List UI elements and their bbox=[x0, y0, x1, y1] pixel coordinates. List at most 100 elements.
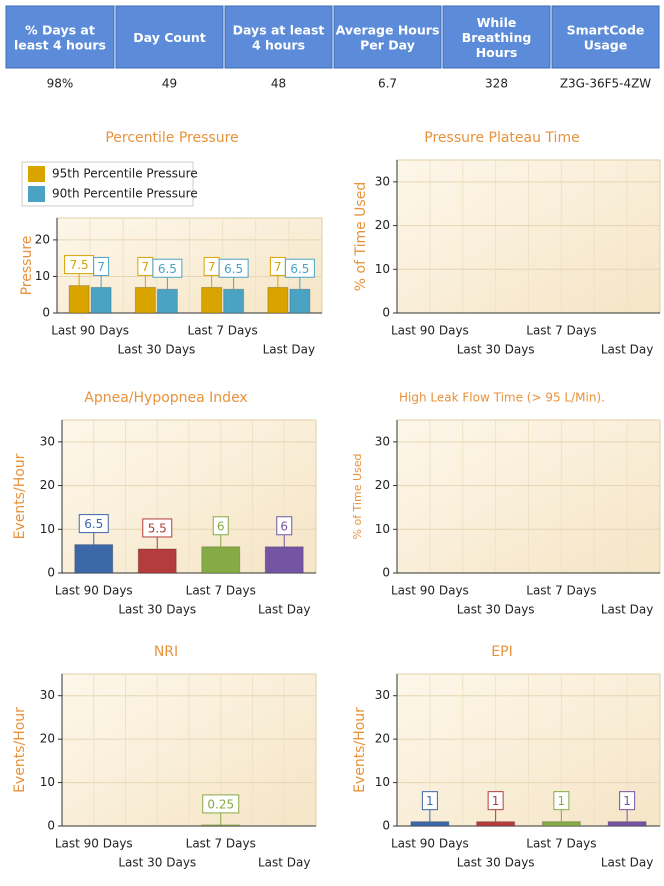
header-text: Day Count bbox=[133, 30, 205, 45]
legend-label: 90th Percentile Pressure bbox=[52, 187, 198, 201]
bar bbox=[134, 286, 156, 314]
data-label: 7 bbox=[274, 260, 282, 274]
y-tick-label: 0 bbox=[47, 566, 55, 580]
header-cell bbox=[551, 5, 660, 69]
header-cell bbox=[224, 5, 333, 69]
cell-text: 48 bbox=[271, 77, 286, 91]
y-tick-label: 0 bbox=[382, 819, 390, 833]
y-tick-label: 30 bbox=[375, 174, 390, 188]
bar bbox=[201, 824, 241, 827]
bar bbox=[267, 286, 289, 314]
header-text: Days at least 4 hours bbox=[233, 22, 325, 52]
y-tick-label: 10 bbox=[40, 775, 55, 789]
y-tick-label: 10 bbox=[375, 262, 390, 276]
header-text: While Breathing Hours bbox=[462, 15, 532, 60]
legend-swatch bbox=[28, 166, 45, 182]
y-tick-label: 30 bbox=[375, 434, 390, 448]
x-tick-label: Last Day bbox=[601, 343, 654, 357]
y-tick-label: 10 bbox=[375, 775, 390, 789]
header-text: Average Hours Per Day bbox=[336, 22, 440, 52]
data-label: 6.5 bbox=[290, 262, 309, 276]
cell-text: 98% bbox=[47, 77, 74, 91]
x-tick-label: Last 90 Days bbox=[51, 324, 129, 338]
y-axis-label: Events/Hour bbox=[352, 707, 368, 793]
label-box bbox=[78, 514, 109, 534]
y-tick-label: 20 bbox=[375, 732, 390, 746]
header-cell bbox=[442, 5, 551, 69]
bar bbox=[607, 821, 647, 827]
data-label: 1 bbox=[623, 794, 631, 808]
label-box bbox=[152, 258, 183, 278]
y-tick-label: 10 bbox=[40, 522, 55, 536]
x-tick-label: Last 90 Days bbox=[391, 584, 469, 598]
y-tick-label: 30 bbox=[40, 688, 55, 702]
cell-text: Z3G-36F5-4ZW bbox=[560, 77, 651, 91]
bar bbox=[74, 544, 114, 574]
x-tick-label: Last 30 Days bbox=[118, 856, 196, 870]
label-box bbox=[421, 791, 438, 811]
y-tick-label: 30 bbox=[40, 434, 55, 448]
y-tick-label: 0 bbox=[382, 566, 390, 580]
chart-title: Apnea/Hypopnea Index bbox=[84, 390, 247, 406]
y-tick-label: 20 bbox=[40, 732, 55, 746]
data-label: 0.25 bbox=[207, 797, 234, 811]
legend-label: 95th Percentile Pressure bbox=[52, 167, 198, 181]
data-label: 7.5 bbox=[70, 258, 89, 272]
data-label: 1 bbox=[492, 794, 500, 808]
x-tick-label: Last Day bbox=[258, 603, 311, 617]
x-tick-label: Last Day bbox=[601, 603, 654, 617]
bar bbox=[137, 548, 177, 574]
bar bbox=[410, 821, 450, 827]
x-tick-label: Last 7 Days bbox=[188, 324, 258, 338]
y-tick-label: 20 bbox=[375, 218, 390, 232]
chart-title: Pressure Plateau Time bbox=[424, 130, 579, 146]
bar bbox=[541, 821, 581, 827]
x-tick-label: Last 7 Days bbox=[186, 584, 256, 598]
cell-text: 6.7 bbox=[378, 77, 397, 91]
y-axis-label: % of Time Used bbox=[351, 454, 364, 540]
x-tick-label: Last 90 Days bbox=[391, 324, 469, 338]
x-tick-label: Last Day bbox=[601, 856, 654, 870]
x-tick-label: Last 90 Days bbox=[55, 837, 133, 851]
data-label: 6 bbox=[217, 519, 225, 533]
x-tick-label: Last 7 Days bbox=[526, 324, 596, 338]
x-tick-label: Last Day bbox=[258, 856, 311, 870]
data-label: 6.5 bbox=[158, 262, 177, 276]
x-tick-label: Last 90 Days bbox=[55, 584, 133, 598]
data-label: 6.5 bbox=[224, 262, 243, 276]
y-tick-label: 30 bbox=[375, 688, 390, 702]
header-cell bbox=[333, 5, 442, 69]
bar bbox=[156, 288, 178, 314]
label-box bbox=[93, 256, 110, 276]
y-tick-label: 0 bbox=[382, 306, 390, 320]
data-label: 1 bbox=[426, 794, 434, 808]
label-box bbox=[218, 258, 249, 278]
label-box bbox=[212, 516, 229, 536]
label-box bbox=[553, 791, 570, 811]
x-tick-label: Last 30 Days bbox=[118, 603, 196, 617]
data-label: 1 bbox=[558, 794, 566, 808]
x-tick-label: Last 30 Days bbox=[457, 343, 535, 357]
label-box bbox=[284, 258, 315, 278]
header-cell bbox=[5, 5, 115, 69]
bar bbox=[201, 546, 241, 574]
y-tick-label: 10 bbox=[375, 522, 390, 536]
y-tick-label: 20 bbox=[35, 232, 50, 246]
y-tick-label: 20 bbox=[375, 478, 390, 492]
data-label: 6.5 bbox=[84, 517, 103, 531]
data-label: 7 bbox=[97, 260, 105, 274]
x-tick-label: Last 7 Days bbox=[526, 584, 596, 598]
bar bbox=[90, 286, 112, 314]
label-box bbox=[142, 518, 173, 538]
cell-text: 49 bbox=[162, 77, 177, 91]
x-tick-label: Last 30 Days bbox=[117, 343, 195, 357]
header-text: % Days at least 4 hours bbox=[14, 22, 106, 52]
y-axis-label: Events/Hour bbox=[12, 707, 28, 793]
bar bbox=[201, 286, 223, 314]
y-tick-label: 0 bbox=[42, 306, 50, 320]
x-tick-label: Last Day bbox=[263, 343, 316, 357]
bar bbox=[476, 821, 516, 827]
x-tick-label: Last 7 Days bbox=[186, 837, 256, 851]
bar bbox=[223, 288, 245, 314]
